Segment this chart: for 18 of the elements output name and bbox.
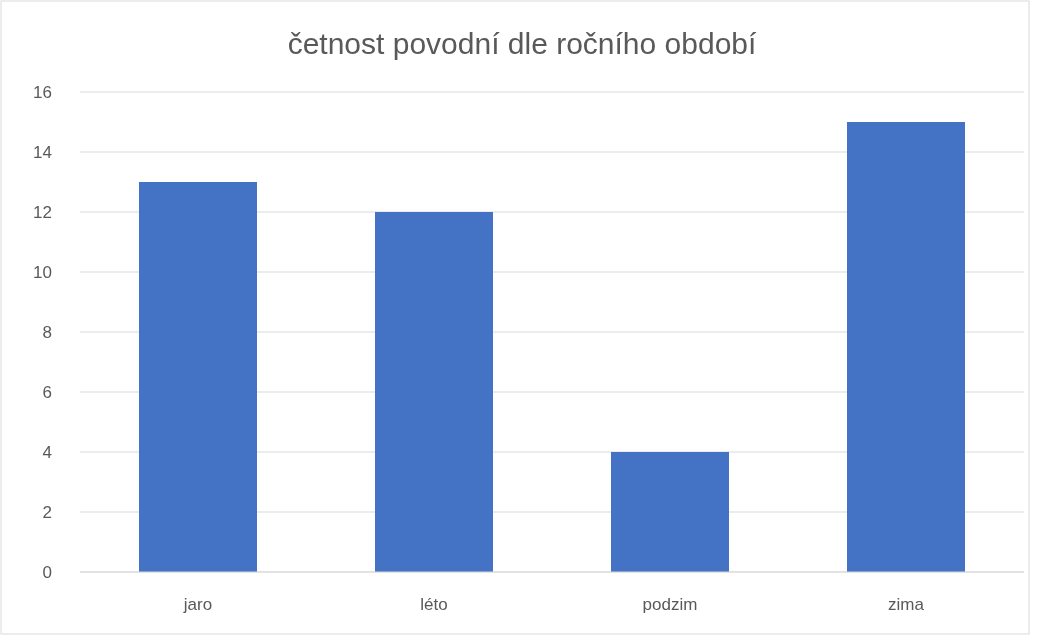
- chart-title: četnost povodní dle ročního období: [287, 27, 757, 60]
- x-tick-label: jaro: [182, 595, 213, 614]
- y-tick-label: 12: [33, 202, 52, 222]
- y-tick-label: 4: [42, 442, 52, 462]
- y-tick-label: 0: [42, 562, 52, 582]
- x-tick-label: podzim: [642, 595, 698, 614]
- y-tick-label: 14: [33, 142, 52, 162]
- y-tick-label: 10: [33, 262, 52, 282]
- bar: [375, 212, 493, 572]
- bar: [611, 452, 729, 572]
- x-tick-label: léto: [420, 595, 448, 614]
- y-tick-label: 2: [42, 502, 52, 522]
- bar: [139, 182, 257, 572]
- bar: [847, 122, 965, 572]
- y-tick-label: 8: [42, 322, 52, 342]
- x-tick-label: zima: [888, 595, 925, 614]
- y-tick-label: 16: [33, 82, 52, 102]
- y-tick-label: 6: [42, 382, 52, 402]
